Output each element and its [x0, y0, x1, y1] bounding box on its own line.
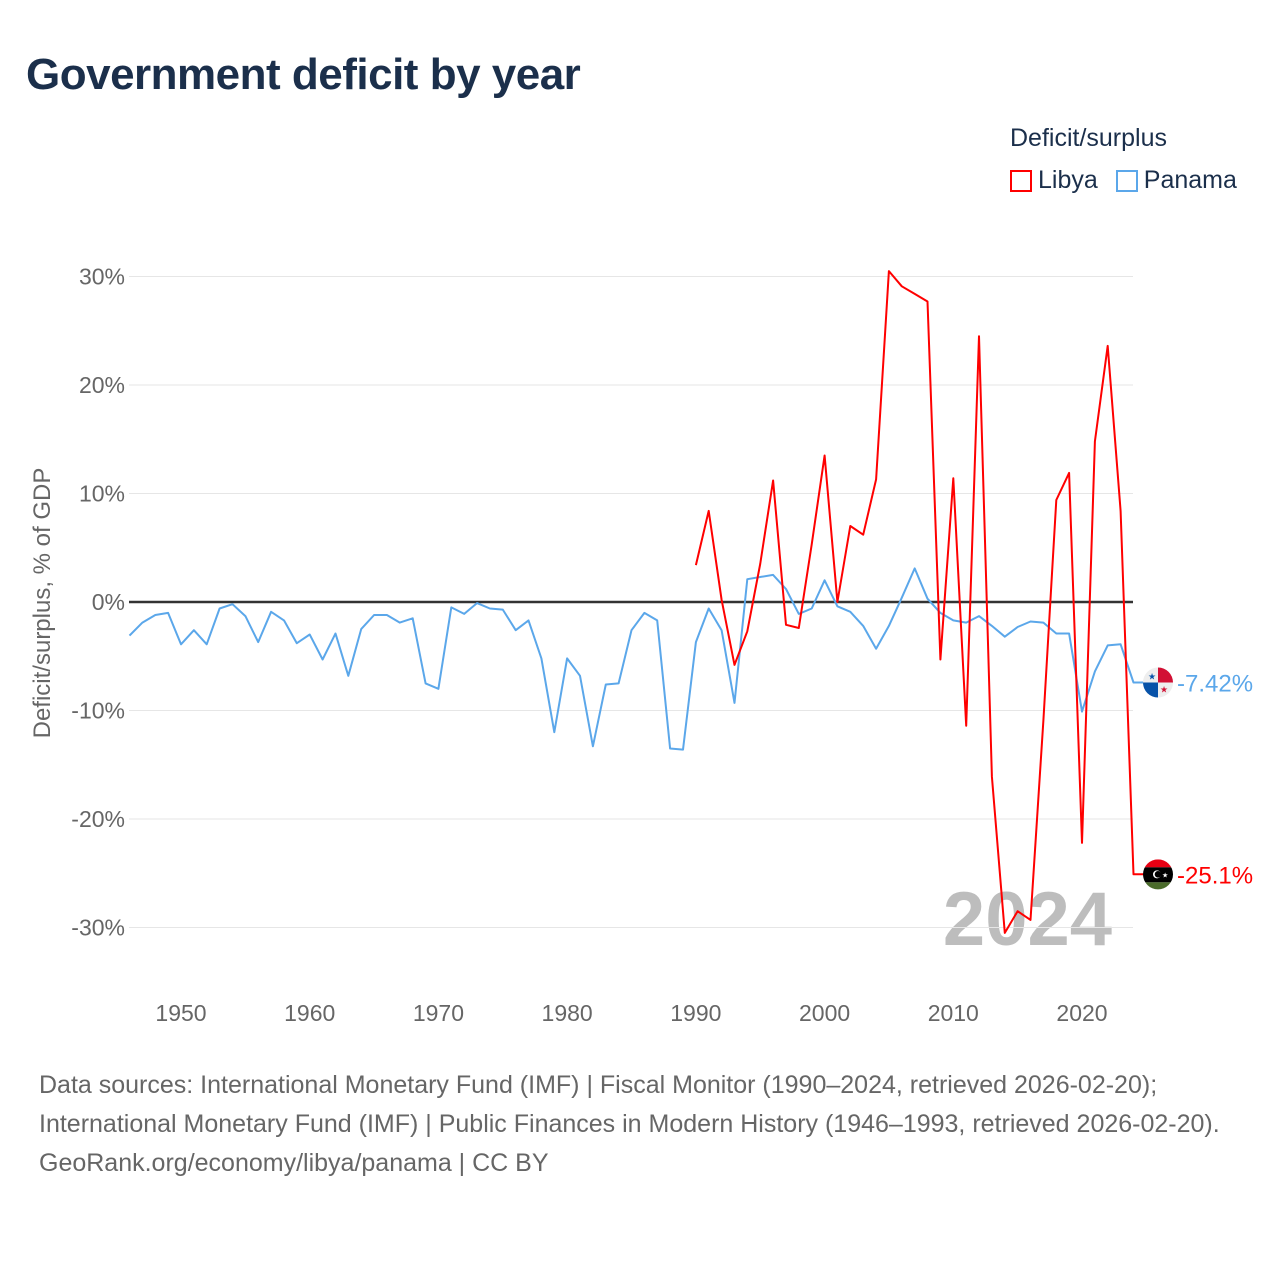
series-line-libya [694, 270, 1145, 934]
flag-panama-icon: ★★ [1143, 667, 1173, 698]
x-tick-label: 1980 [542, 1000, 593, 1026]
y-tick-label: 10% [79, 481, 125, 507]
x-tick-label: 2010 [928, 1000, 979, 1026]
series-line-panama [128, 567, 1145, 751]
legend-label-panama: Panama [1143, 166, 1237, 194]
legend: Libya Panama [1010, 166, 1237, 195]
y-axis-label: Deficit/surplus, % of GDP [29, 468, 56, 739]
footer: Data sources: International Monetary Fun… [39, 1066, 1249, 1183]
legend-title: Deficit/surplus [1010, 124, 1167, 152]
data-sources: Data sources: International Monetary Fun… [39, 1071, 1220, 1138]
flag-libya-icon: ★ [1143, 859, 1173, 890]
y-tick-label: 20% [79, 372, 125, 398]
y-tick-label: 0% [92, 589, 125, 615]
credit-link[interactable]: GeoRank.org/economy/libya/panama | CC BY [39, 1149, 549, 1177]
x-tick-label: 1990 [670, 1000, 721, 1026]
x-tick-label: 1950 [155, 1000, 206, 1026]
y-tick-label: -30% [71, 915, 125, 941]
legend-label-libya: Libya [1038, 166, 1098, 194]
legend-swatch-panama [1115, 169, 1138, 192]
end-label-panama: -7.42% [1177, 671, 1253, 698]
legend-swatch-libya [1010, 169, 1032, 192]
year-watermark: 2024 [943, 877, 1112, 962]
x-tick-label: 1960 [284, 1000, 335, 1026]
page-title: Government deficit by year [26, 50, 581, 99]
y-tick-label: -10% [71, 698, 125, 724]
svg-text:★: ★ [1160, 685, 1168, 695]
end-label-libya: -25.1% [1177, 862, 1253, 889]
svg-text:★: ★ [1148, 672, 1156, 682]
y-tick-label: 30% [79, 264, 125, 290]
svg-text:★: ★ [1162, 871, 1168, 879]
y-tick-label: -20% [71, 806, 125, 832]
x-tick-label: 2000 [799, 1000, 850, 1026]
legend-item-libya[interactable]: Libya [1010, 166, 1098, 195]
x-tick-label: 1970 [413, 1000, 464, 1026]
x-tick-label: 2020 [1056, 1000, 1107, 1026]
legend-item-panama[interactable]: Panama [1115, 166, 1237, 195]
